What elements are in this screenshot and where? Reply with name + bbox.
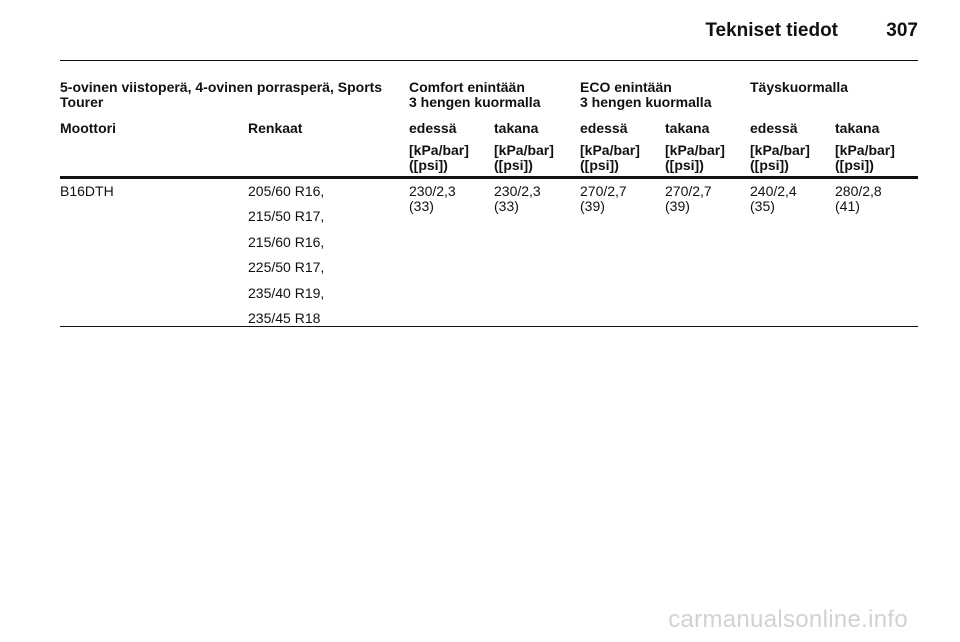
pressure-psi: (41) (835, 198, 860, 214)
header-bottom-rule (60, 176, 918, 179)
page-number: 307 (886, 20, 918, 41)
watermark: carmanualsonline.info (668, 606, 908, 633)
unit-line1: [kPa/bar] (665, 142, 725, 158)
page-header: Tekniset tiedot 307 (705, 20, 918, 42)
group-comfort-line2: 3 hengen kuormalla (409, 94, 541, 110)
unit-line1: [kPa/bar] (580, 142, 640, 158)
pressure-kpa-bar: 240/2,4 (750, 183, 797, 199)
pressure-psi: (39) (580, 198, 605, 214)
col-full-rear: takana (835, 120, 880, 136)
pressure-kpa-bar: 270/2,7 (580, 183, 627, 199)
pressure-psi: (39) (665, 198, 690, 214)
page-title: Tekniset tiedot (705, 20, 839, 41)
unit-line1: [kPa/bar] (750, 142, 810, 158)
table-bottom-rule (60, 326, 918, 327)
engine-cell: B16DTH (60, 183, 114, 199)
group-header-eco: ECO enintään 3 hengen kuormalla (580, 80, 711, 110)
unit-line1: [kPa/bar] (494, 142, 554, 158)
group-header-full-load: Täyskuormalla (750, 80, 848, 95)
pressure-psi: (33) (409, 198, 434, 214)
pressure-kpa-bar: 230/2,3 (409, 183, 456, 199)
tyre-size: 225/50 R17, (248, 259, 325, 276)
col-comfort-front: edessä (409, 120, 457, 136)
pressure-kpa-bar: 280/2,8 (835, 183, 882, 199)
unit-full-front: [kPa/bar] ([psi]) (750, 143, 810, 173)
pressure-eco-front: 270/2,7 (39) (580, 184, 627, 214)
pressure-comfort-rear: 230/2,3 (33) (494, 184, 541, 214)
unit-line2: ([psi]) (494, 157, 533, 173)
unit-line1: [kPa/bar] (835, 142, 895, 158)
tyre-size: 235/45 R18 (248, 309, 321, 326)
tyre-size: 205/60 R16, (248, 183, 325, 199)
tyre-size: 215/60 R16, (248, 233, 325, 250)
unit-line2: ([psi]) (409, 157, 448, 173)
unit-line1: [kPa/bar] (409, 142, 469, 158)
pressure-kpa-bar: 230/2,3 (494, 183, 541, 199)
unit-line2: ([psi]) (750, 157, 789, 173)
col-eco-rear: takana (665, 120, 710, 136)
unit-line2: ([psi]) (580, 157, 619, 173)
group-full-line1: Täyskuormalla (750, 79, 849, 95)
pressure-full-front: 240/2,4 (35) (750, 184, 797, 214)
pressure-full-rear: 280/2,8 (41) (835, 184, 882, 214)
group-comfort-line1: Comfort enintään (409, 79, 525, 95)
pressure-comfort-front: 230/2,3 (33) (409, 184, 456, 214)
pressure-kpa-bar: 270/2,7 (665, 183, 712, 199)
pressure-psi: (33) (494, 198, 519, 214)
vehicle-header: 5-ovinen viistoperä, 4-ovinen porrasperä… (60, 79, 383, 110)
pressure-eco-rear: 270/2,7 (39) (665, 184, 712, 214)
group-eco-line2: 3 hengen kuormalla (580, 94, 712, 110)
col-tyres-header: Renkaat (248, 120, 303, 136)
col-eco-front: edessä (580, 120, 628, 136)
group-eco-line1: ECO enintään (580, 79, 672, 95)
col-full-front: edessä (750, 120, 798, 136)
col-comfort-rear: takana (494, 120, 539, 136)
tyre-size: 235/40 R19, (248, 284, 325, 301)
unit-full-rear: [kPa/bar] ([psi]) (835, 143, 895, 173)
col-engine-header: Moottori (60, 120, 116, 136)
pressure-psi: (35) (750, 198, 775, 214)
tyre-size: 215/50 R17, (248, 208, 325, 225)
unit-eco-rear: [kPa/bar] ([psi]) (665, 143, 725, 173)
header-divider (60, 60, 918, 61)
unit-line2: ([psi]) (665, 157, 704, 173)
tyres-cell: 205/60 R16, 215/50 R17, 215/60 R16, 225/… (248, 183, 325, 336)
unit-comfort-rear: [kPa/bar] ([psi]) (494, 143, 554, 173)
group-header-comfort: Comfort enintään 3 hengen kuormalla (409, 80, 540, 110)
unit-eco-front: [kPa/bar] ([psi]) (580, 143, 640, 173)
unit-comfort-front: [kPa/bar] ([psi]) (409, 143, 469, 173)
unit-line2: ([psi]) (835, 157, 874, 173)
